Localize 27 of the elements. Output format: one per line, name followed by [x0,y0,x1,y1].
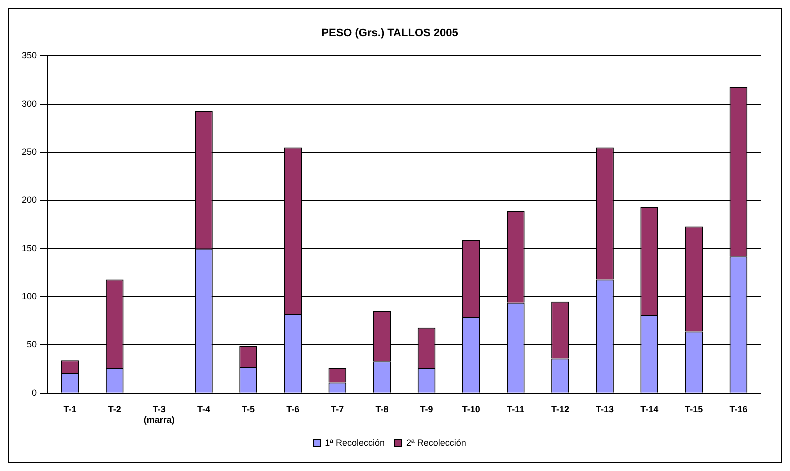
x-tick-label: T-10 [462,404,480,414]
x-tick-label: T-13 [596,404,614,414]
x-tick-label: T-14 [640,404,659,414]
x-tick-label: T-6 [286,404,300,414]
y-tick-label: 100 [22,292,38,302]
x-tick-label: T-12 [551,404,570,414]
x-tick-label: T-5 [242,404,256,414]
y-tick-label: 300 [22,98,38,109]
x-tick-label: T-4 [197,404,210,414]
y-tick-label: 0 [32,388,38,398]
x-tick-label: T-7 [331,404,344,414]
y-tick-label: 150 [22,243,38,254]
y-tick-label: 200 [22,195,38,206]
y-tick-label: 50 [27,340,38,350]
x-tick-label: T-16 [730,404,748,414]
legend-label: 2ª Recolección [406,438,466,448]
x-tick-label: T-8 [376,404,389,414]
x-tick-label: T-15 [685,404,704,414]
x-tick-label: T-2 [108,404,122,414]
y-tick-label: 350 [22,50,38,61]
x-tick-label: T-1 [64,404,77,414]
x-tick-label: T-9 [420,404,434,414]
y-tick-label: 250 [22,147,38,158]
legend-label: 1ª Recolección [325,438,386,448]
x-tick-label: T-11 [507,404,525,414]
x-tick-label: T-3 (marra) [144,404,175,426]
chart-title: PESO (Grs.) TALLOS 2005 [322,28,458,40]
